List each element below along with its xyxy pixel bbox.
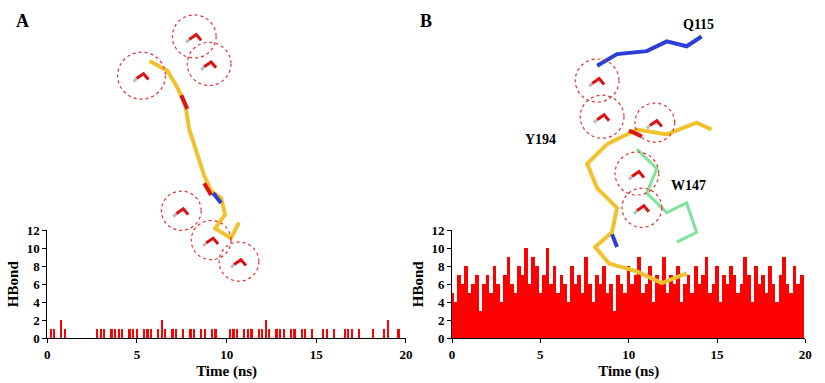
svg-text:B: B [420,11,432,31]
svg-text:Y194: Y194 [525,132,556,147]
svg-text:Time (ns): Time (ns) [196,363,257,380]
svg-text:20: 20 [799,347,812,362]
svg-text:12: 12 [431,223,444,238]
svg-text:15: 15 [711,347,725,362]
svg-text:8: 8 [438,259,445,274]
svg-text:10: 10 [220,347,233,362]
svg-text:0: 0 [449,347,456,362]
svg-text:10: 10 [27,241,40,256]
svg-text:HBond: HBond [5,261,21,308]
svg-text:10: 10 [622,347,635,362]
svg-text:W147: W147 [671,178,706,193]
svg-text:8: 8 [33,259,40,274]
svg-text:20: 20 [399,347,412,362]
svg-text:HBond: HBond [410,261,426,308]
svg-text:Time (ns): Time (ns) [598,363,659,380]
svg-text:4: 4 [438,295,445,310]
svg-text:15: 15 [310,347,324,362]
svg-text:5: 5 [537,347,544,362]
svg-text:2: 2 [33,313,40,328]
svg-text:Q115: Q115 [683,17,714,32]
svg-text:4: 4 [33,295,40,310]
svg-text:0: 0 [44,347,51,362]
svg-text:6: 6 [438,277,445,292]
svg-text:0: 0 [438,331,445,346]
svg-text:12: 12 [27,223,40,238]
svg-text:5: 5 [134,347,141,362]
svg-text:2: 2 [438,313,445,328]
svg-text:10: 10 [431,241,444,256]
svg-text:0: 0 [33,331,40,346]
svg-text:6: 6 [33,277,40,292]
svg-text:A: A [16,11,29,31]
